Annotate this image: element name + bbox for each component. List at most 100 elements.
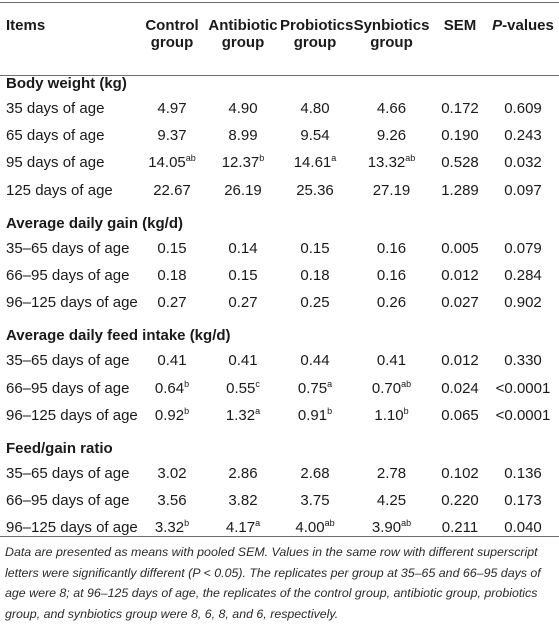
cell-value: 0.005 — [441, 239, 479, 257]
table-row: 66–95 days of age 0.18 0.15 0.18 0.16 0.012 0.… — [0, 262, 559, 289]
table-cell: 0.024 — [433, 375, 487, 402]
cell-value: 0.55 — [226, 379, 256, 397]
cell-value: 0.15 — [300, 239, 330, 257]
table-cell: 0.14 — [206, 235, 280, 262]
table-cell: 0.065 — [433, 402, 487, 429]
table-cell: 0.41 — [350, 347, 433, 374]
cell-value: 1.289 — [441, 181, 479, 199]
table-cell: 0.902 — [487, 289, 559, 316]
table-cell: 9.26 — [350, 122, 433, 149]
table-cell: 0.15 — [206, 262, 280, 289]
table-cell: 2.78 — [350, 460, 433, 487]
table-cell: <0.0001 — [487, 402, 559, 429]
table-row: 35–65 days of age 3.02 2.86 2.68 2.78 0.102 0.… — [0, 460, 559, 487]
row-label: 66–95 days of age — [6, 379, 130, 397]
cell-value: 9.26 — [376, 127, 407, 145]
cell-value: 25.36 — [296, 181, 334, 199]
cell-value: 0.26 — [376, 294, 407, 312]
cell-value: 4.00 — [295, 519, 325, 537]
table-row: 35–65 days of age 0.41 0.41 0.44 0.41 0.012 0.… — [0, 347, 559, 374]
table-cell: 0.172 — [433, 95, 487, 122]
table-cell: 9.37 — [138, 122, 206, 149]
cell-value: 4.80 — [300, 100, 330, 118]
row-label: 35–65 days of age — [6, 464, 130, 482]
table-cell: 0.211 — [433, 514, 487, 541]
table-cell: 0.012 — [433, 262, 487, 289]
table-cell: 0.27 — [206, 289, 280, 316]
cell-value: 3.02 — [157, 464, 187, 482]
table-cell: 4.97 — [138, 95, 206, 122]
cell-superscript: a — [327, 378, 333, 389]
table-cell: 0.027 — [433, 289, 487, 316]
header-p-cont — [487, 34, 559, 64]
table-row: 66–95 days of age 3.56 3.82 3.75 4.25 0.220 0.… — [0, 487, 559, 514]
cell-value: <0.0001 — [495, 406, 551, 424]
header-sem-cont — [433, 34, 487, 64]
cell-value: 2.68 — [300, 464, 330, 482]
table-cell: 0.41 — [206, 347, 280, 374]
cell-value: 0.41 — [157, 352, 187, 370]
cell-value: 8.99 — [228, 127, 258, 145]
cell-value: 26.19 — [224, 181, 262, 199]
cell-value: 0.14 — [228, 239, 258, 257]
row-label: 65 days of age — [6, 127, 105, 145]
row-label: 125 days of age — [6, 181, 113, 199]
cell-superscript: a — [255, 405, 261, 416]
table-cell: 0.44 — [280, 347, 350, 374]
table-row: 95 days of age 14.05ab 12.37b 14.61a 13.32ab… — [0, 149, 559, 176]
section-title: Feed/gain ratio — [6, 439, 113, 457]
table-cell: 8.99 — [206, 122, 280, 149]
header-synbiotics-group: group — [370, 34, 413, 51]
row-label: 96–125 days of age — [6, 294, 138, 312]
header-antibiotic: Antibiotic — [208, 17, 278, 34]
table-row: 65 days of age 9.37 8.99 9.54 9.26 0.190 0.243 — [0, 122, 559, 149]
cell-value: 0.032 — [504, 154, 542, 172]
cell-value: <0.0001 — [495, 379, 551, 397]
cell-superscript: ab — [324, 518, 335, 529]
section-row: Body weight (kg) — [0, 64, 559, 95]
cell-value: 0.15 — [228, 267, 258, 285]
cell-superscript: ab — [185, 153, 196, 164]
row-label: 96–125 days of age — [6, 519, 138, 537]
cell-value: 13.32 — [367, 154, 406, 172]
table-cell: 2.68 — [280, 460, 350, 487]
cell-value: 0.27 — [157, 294, 187, 312]
cell-value: 2.78 — [376, 464, 407, 482]
cell-superscript: b — [184, 378, 190, 389]
table-cell: 3.90ab — [350, 514, 433, 541]
cell-value: 22.67 — [153, 181, 191, 199]
cell-superscript: b — [403, 405, 409, 416]
table-row: 66–95 days of age 0.64b 0.55c 0.75a 0.70ab 0.… — [0, 375, 559, 402]
cell-value: 0.040 — [504, 519, 542, 537]
cell-value: 0.16 — [376, 239, 407, 257]
table-cell: 2.86 — [206, 460, 280, 487]
cell-value: 4.25 — [376, 492, 407, 510]
table-cell: 4.66 — [350, 95, 433, 122]
cell-value: 0.70 — [371, 379, 402, 397]
table-cell: 0.27 — [138, 289, 206, 316]
cell-value: 0.75 — [297, 379, 328, 397]
cell-value: 0.172 — [441, 100, 479, 118]
table-cell: 0.528 — [433, 149, 487, 176]
table-cell: 0.18 — [138, 262, 206, 289]
table-cell: 0.190 — [433, 122, 487, 149]
cell-value: 0.528 — [441, 154, 479, 172]
cell-value: 0.41 — [228, 352, 258, 370]
header-synbiotics: Synbiotics — [353, 17, 430, 34]
table-cell: 4.00ab — [280, 514, 350, 541]
table-row: 96–125 days of age 0.92b 1.32a 0.91b 1.10b 0.… — [0, 402, 559, 429]
top-rule — [0, 2, 559, 3]
cell-value: 0.64 — [154, 379, 185, 397]
cell-value: 0.902 — [504, 294, 542, 312]
table-cell: 3.56 — [138, 487, 206, 514]
results-table: Items Control Antibiotic Probiotics Synb… — [0, 3, 559, 541]
header-p-rest: -values — [502, 17, 554, 34]
table-cell: 13.32ab — [350, 149, 433, 176]
header-sem: SEM — [443, 17, 477, 34]
table-cell: 3.32b — [138, 514, 206, 541]
table-cell: 0.26 — [350, 289, 433, 316]
header-p-italic: P — [492, 17, 503, 34]
section-title: Body weight (kg) — [6, 75, 127, 92]
table-cell: 0.91b — [280, 402, 350, 429]
